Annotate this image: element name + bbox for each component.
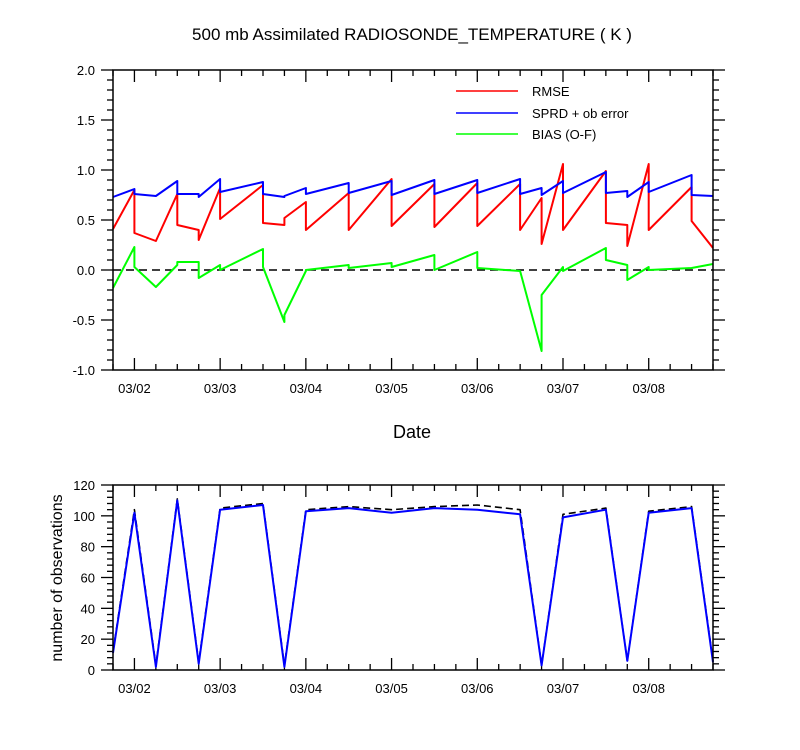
series-line-used (112, 499, 714, 668)
chart-title: 500 mb Assimilated RADIOSONDE_TEMPERATUR… (192, 25, 632, 44)
top-x-tick-labels: 03/02 03/03 03/04 03/05 03/06 03/07 03/08 (118, 381, 665, 396)
top-ticks (101, 69, 725, 371)
series-line-rmse (112, 163, 714, 249)
x-tick-label: 03/05 (375, 681, 408, 696)
x-tick-label: 03/02 (118, 381, 151, 396)
bottom-y-tick-labels: 120 100 80 60 40 20 0 (73, 478, 95, 678)
y-tick-label: 1.0 (77, 163, 95, 178)
bottom-ticks (101, 484, 725, 671)
legend-label-bias: BIAS (O-F) (532, 127, 596, 142)
x-tick-label: 03/04 (290, 681, 323, 696)
x-tick-label: 03/07 (547, 681, 580, 696)
y-tick-label: 2.0 (77, 63, 95, 78)
y-tick-label: 0.5 (77, 213, 95, 228)
y-axis-label-observations: number of observations (49, 494, 66, 661)
x-tick-label: 03/05 (375, 381, 408, 396)
bottom-plot-frame (112, 484, 714, 671)
x-tick-label: 03/03 (204, 681, 237, 696)
y-tick-label: 1.5 (77, 113, 95, 128)
y-tick-label: 0.0 (77, 263, 95, 278)
y-tick-label: 120 (73, 478, 95, 493)
y-tick-label: 20 (81, 632, 95, 647)
y-tick-label: -1.0 (73, 363, 95, 378)
y-tick-label: 80 (81, 540, 95, 555)
x-tick-label: 03/07 (547, 381, 580, 396)
y-tick-label: 60 (81, 571, 95, 586)
y-tick-label: 0 (88, 663, 95, 678)
top-plot-frame (112, 69, 714, 371)
y-tick-label: 40 (81, 601, 95, 616)
bottom-x-tick-labels: 03/02 03/03 03/04 03/05 03/06 03/07 03/08 (118, 681, 665, 696)
x-tick-label: 03/03 (204, 381, 237, 396)
y-tick-label: 100 (73, 509, 95, 524)
x-tick-label: 03/06 (461, 381, 494, 396)
x-tick-label: 03/04 (290, 381, 323, 396)
y-tick-label: -0.5 (73, 313, 95, 328)
series-line-sprd-ob-error (112, 171, 714, 198)
x-tick-label: 03/08 (632, 381, 665, 396)
series-line-possible (112, 498, 714, 667)
x-tick-label: 03/08 (632, 681, 665, 696)
top-series (112, 163, 714, 352)
x-tick-label: 03/06 (461, 681, 494, 696)
legend: RMSE SPRD + ob error BIAS (O-F) (456, 84, 629, 142)
x-tick-label: 03/02 (118, 681, 151, 696)
top-y-tick-labels: 2.0 1.5 1.0 0.5 0.0 -0.5 -1.0 (73, 63, 95, 378)
series-line-bias-o-f- (112, 246, 714, 352)
legend-label-rmse: RMSE (532, 84, 570, 99)
legend-label-sprd: SPRD + ob error (532, 106, 629, 121)
x-axis-label: Date (393, 422, 431, 442)
bottom-series (112, 498, 714, 668)
